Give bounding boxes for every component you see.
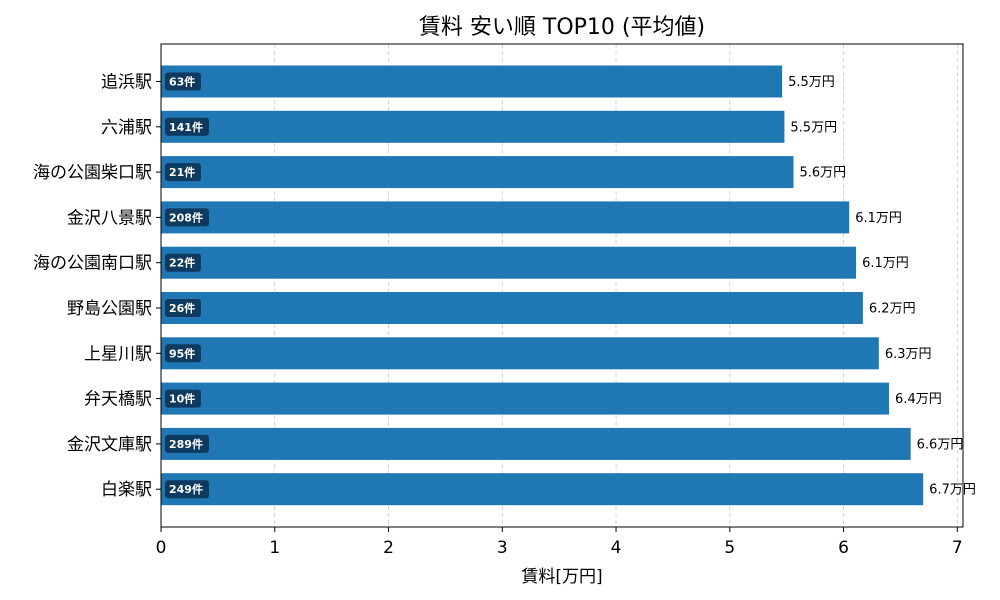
x-tick-label: 6 — [838, 538, 849, 558]
category-label: 上星川駅 — [84, 344, 152, 364]
bar-value-label: 6.7万円 — [929, 483, 976, 498]
bar-value-label: 5.5万円 — [790, 120, 837, 135]
count-badge — [165, 117, 209, 136]
bars: 5.5万円 63件 5.5万円 141件 5.6万円 21件 6.1万円 208件 6.1万円 2… — [161, 65, 976, 506]
bar — [161, 337, 879, 370]
count-badge — [165, 344, 201, 363]
chart-title: 賃料 安い順 TOP10 (平均値) — [419, 15, 705, 40]
category-label: 金沢八景駅 — [67, 208, 152, 228]
count-badge-label: 22件 — [169, 256, 195, 270]
x-axis: 0 1 2 3 4 5 6 7 — [156, 527, 963, 558]
bar-value-label: 6.1万円 — [855, 211, 902, 226]
count-badge — [165, 208, 209, 227]
bar — [161, 382, 890, 415]
x-tick-label: 0 — [156, 538, 167, 558]
category-label: 海の公園南口駅 — [33, 254, 152, 274]
category-label: 弁天橋駅 — [84, 390, 152, 410]
category-label: 野島公園駅 — [67, 299, 152, 319]
x-tick-label: 1 — [269, 538, 280, 558]
plot-frame — [160, 43, 964, 528]
count-badge — [165, 72, 201, 91]
count-badge-label: 289件 — [169, 437, 203, 451]
bar-value-label: 5.6万円 — [799, 166, 846, 181]
bar — [161, 427, 911, 460]
category-label: 六浦駅 — [101, 118, 152, 138]
count-badge-label: 249件 — [169, 482, 203, 496]
y-axis: 追浜駅六浦駅海の公園柴口駅金沢八景駅海の公園南口駅野島公園駅上星川駅弁天橋駅金沢… — [33, 73, 161, 500]
category-label: 追浜駅 — [101, 73, 152, 93]
bar-value-label: 6.3万円 — [885, 347, 932, 362]
bar-value-label: 5.5万円 — [788, 75, 835, 90]
x-tick-label: 7 — [952, 538, 963, 558]
bar — [161, 246, 857, 279]
count-badge-label: 141件 — [169, 120, 203, 134]
x-tick-label: 2 — [383, 538, 394, 558]
bar-value-label: 6.6万円 — [917, 437, 964, 452]
count-badge-label: 95件 — [169, 346, 195, 360]
count-badge — [165, 163, 201, 182]
x-axis-label: 賃料[万円] — [521, 567, 602, 587]
count-badge-label: 26件 — [169, 301, 195, 315]
bar — [161, 156, 794, 189]
bar — [161, 292, 863, 324]
category-label: 白楽駅 — [101, 480, 152, 500]
bar-value-label: 6.4万円 — [895, 392, 942, 407]
category-label: 金沢文庫駅 — [67, 435, 152, 455]
x-tick-label: 5 — [724, 538, 735, 558]
bar-value-label: 6.1万円 — [862, 256, 909, 271]
bar — [161, 65, 783, 98]
x-tick-label: 4 — [611, 538, 622, 558]
count-badge-label: 208件 — [169, 210, 203, 224]
count-badge — [165, 434, 209, 453]
x-tick-label: 3 — [497, 538, 508, 558]
bar — [161, 473, 924, 506]
count-badge — [165, 253, 201, 272]
count-badge — [165, 389, 201, 408]
category-label: 海の公園柴口駅 — [33, 163, 152, 183]
count-badge-label: 10件 — [169, 392, 195, 406]
bar — [161, 110, 785, 143]
count-badge-label: 63件 — [169, 75, 195, 89]
count-badge — [165, 299, 201, 317]
count-badge-label: 21件 — [169, 165, 195, 179]
count-badge — [165, 480, 209, 499]
bar-value-label: 6.2万円 — [869, 302, 916, 317]
bar — [161, 201, 850, 234]
